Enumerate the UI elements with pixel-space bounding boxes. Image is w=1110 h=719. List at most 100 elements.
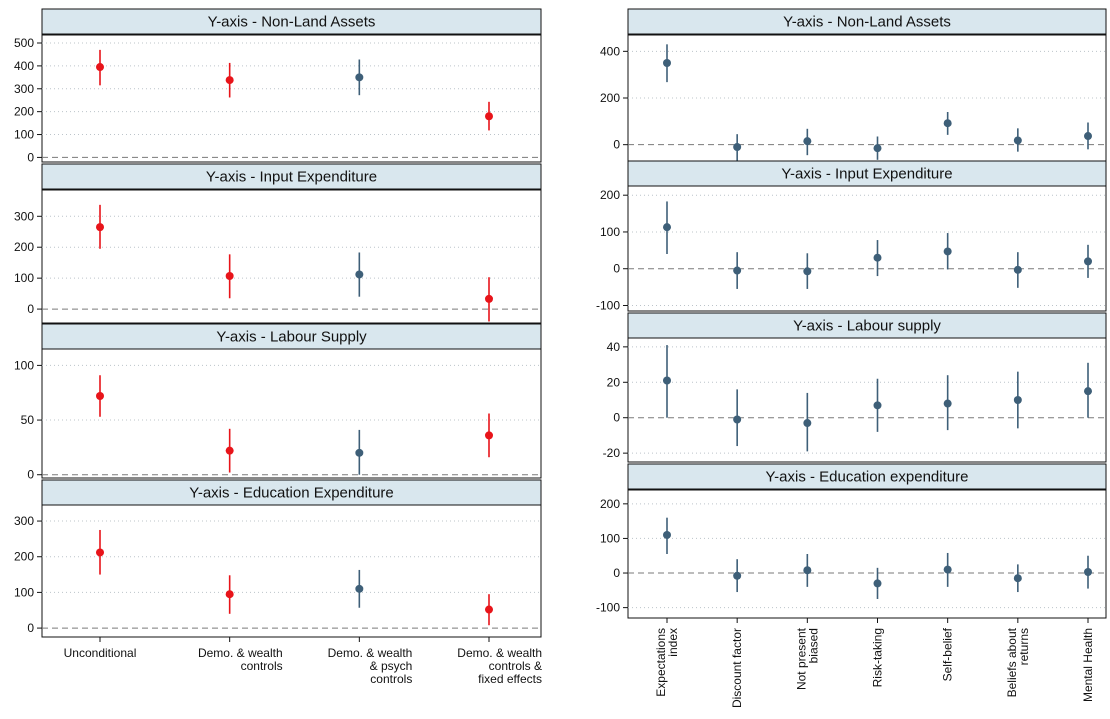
x-tick-label-line: Not present xyxy=(794,627,808,690)
panel-strip xyxy=(627,312,1107,339)
y-tick-label: -100 xyxy=(596,601,620,615)
point-estimate xyxy=(943,399,952,408)
point-estimate xyxy=(873,401,882,410)
x-tick-label: Self-belief xyxy=(941,627,955,681)
x-tick-label-line: & psych xyxy=(370,659,413,673)
x-tick-label: Expectationsindex xyxy=(654,628,680,697)
point-estimate xyxy=(225,590,234,599)
y-tick-label: 100 xyxy=(14,585,34,599)
point-estimate xyxy=(803,267,812,276)
y-tick-label: 300 xyxy=(14,209,34,223)
y-tick-label: 0 xyxy=(613,138,620,152)
panel-title: Y-axis - Labour supply xyxy=(793,318,941,335)
plot-area xyxy=(627,34,1107,162)
x-tick-label: Unconditional xyxy=(64,646,137,660)
x-tick-label: Mental Health xyxy=(1081,628,1095,702)
point-estimate xyxy=(1013,265,1022,274)
left-chart: Y-axis - Non-Land Assets0100200300400500… xyxy=(14,8,542,686)
plot-area xyxy=(41,189,542,324)
point-estimate xyxy=(943,247,952,256)
panel-title: Y-axis - Non-Land Assets xyxy=(208,14,376,31)
plot-area xyxy=(41,348,542,479)
y-tick-label: 500 xyxy=(14,36,34,50)
point-estimate xyxy=(1013,574,1022,583)
panel-strip xyxy=(627,463,1107,490)
point-estimate xyxy=(733,266,742,275)
y-tick-label: 50 xyxy=(21,413,35,427)
x-tick-label-line: Unconditional xyxy=(64,646,137,660)
point-estimate xyxy=(663,376,671,385)
panel-title: Y-axis - Input Expenditure xyxy=(781,166,952,183)
point-estimate xyxy=(355,270,364,279)
panel-strip xyxy=(41,323,542,350)
point-estimate xyxy=(355,584,364,593)
panel-strip xyxy=(627,160,1107,187)
point-estimate xyxy=(485,605,493,614)
point-estimate xyxy=(355,448,364,457)
panel-title: Y-axis - Education expenditure xyxy=(766,469,969,486)
y-tick-label: 0 xyxy=(27,302,34,316)
panel-strip xyxy=(41,8,542,35)
point-estimate xyxy=(873,579,882,588)
y-tick-label: 100 xyxy=(600,225,620,239)
point-estimate xyxy=(485,294,493,303)
panel-strip xyxy=(41,163,542,190)
right-panel-3: Y-axis - Labour supply -20 0 20 40 xyxy=(603,312,1107,463)
point-estimate xyxy=(1084,387,1092,396)
x-tick-label-line: controls xyxy=(241,659,283,673)
x-tick-label-line: controls xyxy=(370,672,412,686)
x-tick-label: Demo. & wealth controls xyxy=(198,646,283,673)
x-tick-label-line: Mental Health xyxy=(1081,628,1095,702)
plot-area xyxy=(627,337,1107,463)
left-panel-4: Y-axis - Education Expenditure 0 100 200 300 xyxy=(14,479,542,638)
point-estimate xyxy=(96,392,104,401)
point-estimate xyxy=(663,59,671,67)
point-estimate xyxy=(873,144,882,153)
point-estimate xyxy=(96,63,104,72)
y-tick-label: 300 xyxy=(14,514,34,528)
x-tick-label: Risk-taking xyxy=(871,628,885,687)
panel-title: Y-axis - Input Expenditure xyxy=(206,169,377,186)
point-estimate xyxy=(225,446,234,455)
y-tick-label: 200 xyxy=(600,497,620,511)
x-tick-label-line: Demo. & wealth xyxy=(198,646,283,660)
point-estimate xyxy=(803,419,812,428)
right-panel-4: Y-axis - Education expenditure -100 0 100 20… xyxy=(596,463,1107,619)
y-tick-label: 0 xyxy=(613,262,620,276)
point-estimate xyxy=(225,76,234,85)
right-chart: Y-axis - Non-Land Assets 0 200 400 Y-axis - … xyxy=(596,8,1107,708)
point-estimate xyxy=(96,223,104,232)
x-tick-label-line: Demo. & wealth xyxy=(328,646,413,660)
point-estimate xyxy=(1084,257,1092,266)
plot-area xyxy=(41,34,542,163)
x-tick-label-line: Discount factor xyxy=(730,628,744,708)
point-estimate xyxy=(733,143,742,151)
panel-title: Y-axis - Labour Supply xyxy=(216,329,367,346)
point-estimate xyxy=(1084,132,1092,141)
panel-title: Y-axis - Education Expenditure xyxy=(189,485,394,502)
x-tick-label-line: Demo. & wealth xyxy=(457,646,542,660)
y-tick-label: 400 xyxy=(600,44,620,58)
x-tick-label: Discount factor xyxy=(730,628,744,708)
left-panel-2: Y-axis - Input Expenditure 0 100 200 300 xyxy=(14,163,542,324)
y-tick-label: 100 xyxy=(600,531,620,545)
x-tick-label-line: returns xyxy=(1017,628,1031,665)
x-tick-label: Not presentbiased xyxy=(794,627,820,690)
y-tick-label: -100 xyxy=(596,298,620,312)
x-tick-label-line: index xyxy=(666,628,680,657)
point-estimate xyxy=(355,73,364,82)
y-tick-label: 0 xyxy=(27,621,34,635)
plot-area xyxy=(41,504,542,638)
point-estimate xyxy=(733,415,742,424)
plot-area xyxy=(627,489,1107,619)
x-tick-label-line: Beliefs about xyxy=(1005,627,1019,697)
panel-title: Y-axis - Non-Land Assets xyxy=(783,14,951,31)
x-tick-label-line: Self-belief xyxy=(941,627,955,681)
point-estimate xyxy=(1013,396,1022,404)
panel-strip xyxy=(41,479,542,506)
point-estimate xyxy=(663,530,671,539)
right-panel-1: Y-axis - Non-Land Assets 0 200 400 xyxy=(600,8,1107,162)
plot-area xyxy=(627,185,1107,312)
